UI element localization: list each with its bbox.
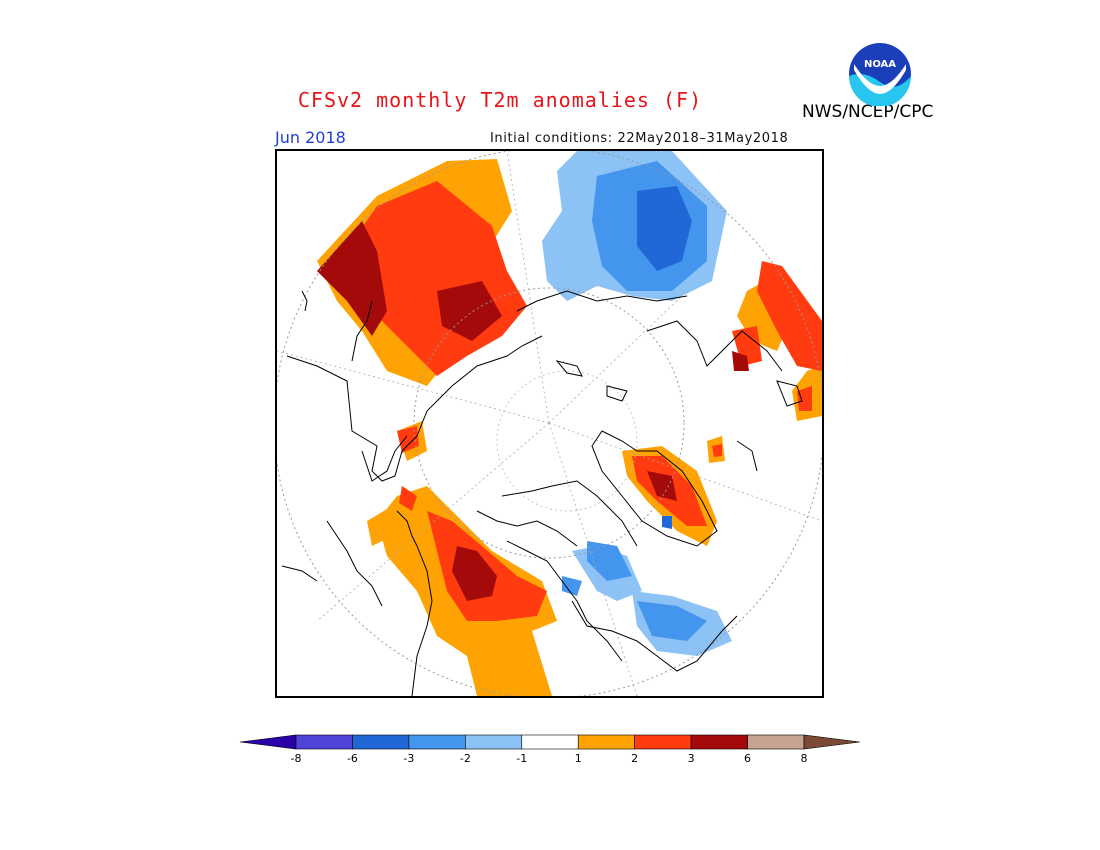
color-scale-swatch: [408, 734, 466, 750]
color-scale-tick-label: 2: [631, 752, 638, 765]
color-scale-bar: -8 -6 -3 -2 -1 1 2 3 6 8: [239, 734, 861, 765]
color-scale-tick-label: -6: [347, 752, 358, 765]
logo-text: NOAA: [864, 59, 896, 70]
color-scale-swatch: [690, 734, 748, 750]
valid-month: Jun 2018: [275, 128, 346, 147]
polar-map: [277, 151, 822, 696]
agency-label: NWS/NCEP/CPC: [802, 102, 934, 122]
color-scale-tick-label: 3: [688, 752, 695, 765]
color-scale-tick-label: 6: [744, 752, 751, 765]
meridian-lines: [277, 151, 822, 696]
color-scale-swatch: [577, 734, 635, 750]
anomaly-minus3-minus6-fill: [637, 186, 692, 529]
color-scale-ticks: -8 -6 -3 -2 -1 1 2 3 6 8: [291, 752, 808, 765]
anomaly-3-6-fill: [317, 221, 749, 601]
coastlines: [281, 290, 803, 696]
color-scale-left-arrow: [239, 734, 297, 750]
color-scale-tick-label: -8: [291, 752, 302, 765]
color-scale-swatch: [465, 734, 523, 750]
color-scale-swatch: [747, 734, 805, 750]
color-scale-tick-label: -2: [460, 752, 471, 765]
color-scale-swatch: [352, 734, 410, 750]
color-scale-tick-label: -1: [516, 752, 527, 765]
color-scale-swatch: [521, 734, 579, 750]
title-text: CFSv2 monthly T2m anomalies (F): [297, 88, 703, 112]
latitude-circle-inner: [496, 370, 638, 512]
color-scale-tick-label: 8: [801, 752, 808, 765]
color-scale-tick-label: 1: [575, 752, 582, 765]
chart-title: CFSv2 monthly T2m anomalies (F): [0, 88, 1100, 112]
initial-conditions: Initial conditions: 22May2018–31May2018: [490, 131, 789, 146]
color-scale-swatches: [239, 734, 861, 750]
color-scale-right-arrow: [803, 734, 861, 750]
noaa-logo: NOAA: [849, 43, 911, 106]
map-frame: [275, 149, 824, 698]
color-scale-tick-label: -3: [403, 752, 414, 765]
color-scale-swatch: [634, 734, 692, 750]
latitude-circle: [413, 287, 685, 559]
color-scale-swatch: [295, 734, 353, 750]
